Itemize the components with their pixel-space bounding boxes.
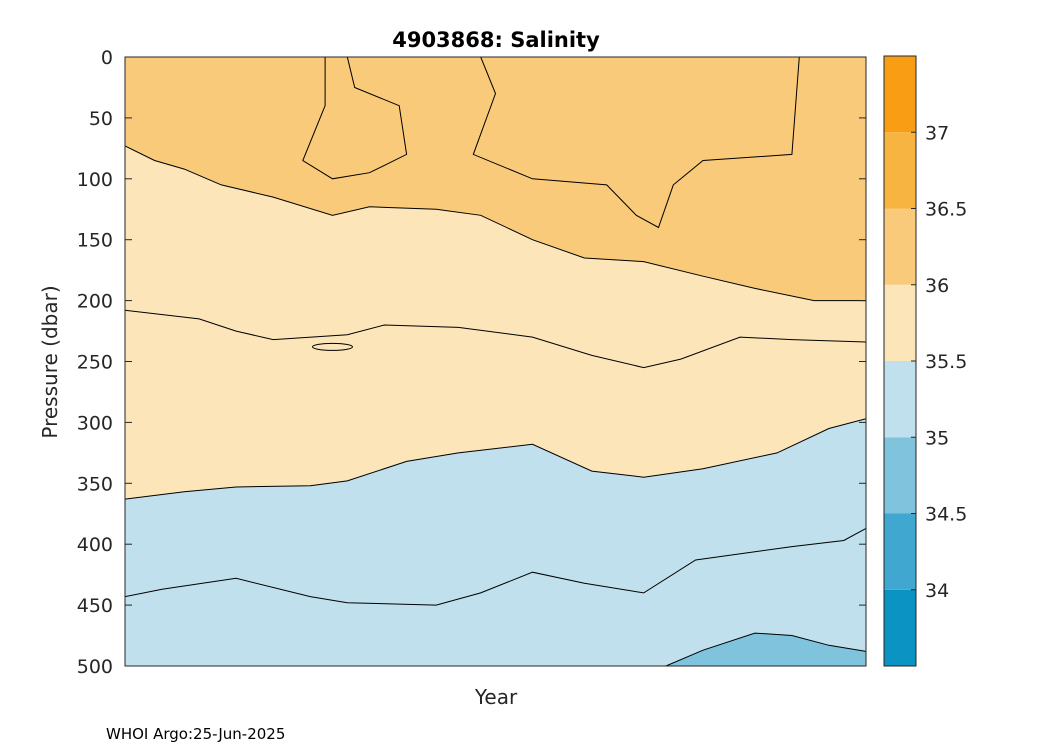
colorbar-tick-label-35.5: 35.5 xyxy=(925,351,967,373)
contour-line-35.5-3 xyxy=(125,309,866,369)
chart-title: 4903868: Salinity xyxy=(392,28,600,52)
x-axis-label: Year xyxy=(474,685,518,709)
colorbar-band-34.5 xyxy=(884,437,916,514)
colorbar-tick-label-35: 35 xyxy=(925,427,949,449)
colorbar: 34 34.5 35 35.5 36 36.5 37 xyxy=(883,55,967,667)
y-tick-label-0: 0 xyxy=(101,47,113,69)
y-tick-label-350: 350 xyxy=(77,473,113,495)
contour-loop-35.5 xyxy=(311,342,353,351)
colorbar-band-35 xyxy=(884,361,916,438)
contour-line-36-2 xyxy=(472,57,800,229)
y-tick-label-250: 250 xyxy=(77,352,113,374)
colorbar-band-36 xyxy=(884,208,916,285)
y-axis-label: Pressure (dbar) xyxy=(38,285,62,438)
contour-line-35-5 xyxy=(125,527,866,606)
contour-line-35.5-4 xyxy=(125,418,866,500)
contour-line-36-1 xyxy=(302,57,408,180)
colorbar-band-36.5 xyxy=(884,132,916,209)
y-tick-label-300: 300 xyxy=(77,412,113,434)
colorbar-tick-label-37: 37 xyxy=(925,122,949,144)
contour-line-35-6 xyxy=(665,632,866,666)
y-tick-label-450: 450 xyxy=(77,595,113,617)
colorbar-tick-label-36.5: 36.5 xyxy=(925,199,967,221)
y-axis: 0 50 100 150 200 250 300 350 400 450 500 xyxy=(77,47,866,678)
colorbar-band-34 xyxy=(884,513,916,590)
y-tick-label-500: 500 xyxy=(77,656,113,678)
y-tick-label-100: 100 xyxy=(77,169,113,191)
colorbar-tick-label-36: 36 xyxy=(925,275,949,297)
y-tick-label-200: 200 xyxy=(77,291,113,313)
band-36.0-36.5 xyxy=(125,57,866,301)
credit-text: WHOI Argo:25-Jun-2025 xyxy=(106,725,286,743)
colorbar-tick-label-34.5: 34.5 xyxy=(925,504,967,526)
colorbar-band-35.5 xyxy=(884,284,916,361)
contour-plot-area xyxy=(124,56,867,667)
colorbar-tick-label-34: 34 xyxy=(925,580,949,602)
contour-line-36-0 xyxy=(125,145,866,302)
y-tick-label-50: 50 xyxy=(89,108,113,130)
colorbar-band-37 xyxy=(884,56,916,133)
band-34.5-35.0 xyxy=(665,633,866,666)
colorbar-band-33.5 xyxy=(884,589,916,666)
y-tick-label-400: 400 xyxy=(77,534,113,556)
y-tick-label-150: 150 xyxy=(77,230,113,252)
